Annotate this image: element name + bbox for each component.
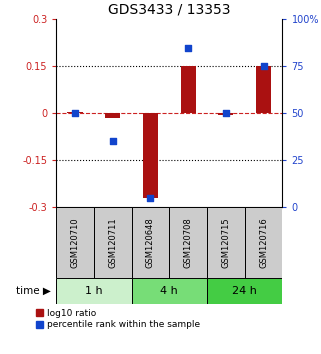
Bar xyxy=(105,113,120,118)
Point xyxy=(148,195,153,200)
Point xyxy=(186,45,191,51)
Bar xyxy=(218,113,233,115)
Point xyxy=(223,110,229,116)
Text: 4 h: 4 h xyxy=(160,286,178,296)
Text: GSM120648: GSM120648 xyxy=(146,217,155,268)
Bar xyxy=(56,207,94,278)
Bar xyxy=(169,207,207,278)
Point xyxy=(73,110,78,116)
Point xyxy=(261,64,266,69)
Bar xyxy=(132,207,169,278)
Text: 24 h: 24 h xyxy=(232,286,257,296)
Bar xyxy=(67,112,82,113)
Text: GSM120708: GSM120708 xyxy=(184,217,193,268)
Point xyxy=(110,138,115,144)
Title: GDS3433 / 13353: GDS3433 / 13353 xyxy=(108,3,230,17)
Bar xyxy=(56,278,132,304)
Bar xyxy=(132,278,207,304)
Text: time ▶: time ▶ xyxy=(16,286,51,296)
Bar xyxy=(245,207,282,278)
Bar xyxy=(256,67,271,113)
Bar xyxy=(207,278,282,304)
Bar xyxy=(94,207,132,278)
Text: 1 h: 1 h xyxy=(85,286,103,296)
Text: GSM120716: GSM120716 xyxy=(259,217,268,268)
Text: GSM120715: GSM120715 xyxy=(221,217,230,268)
Bar xyxy=(207,207,245,278)
Text: GSM120711: GSM120711 xyxy=(108,217,117,268)
Bar xyxy=(143,113,158,198)
Legend: log10 ratio, percentile rank within the sample: log10 ratio, percentile rank within the … xyxy=(36,309,200,329)
Text: GSM120710: GSM120710 xyxy=(71,217,80,268)
Bar xyxy=(181,67,196,113)
